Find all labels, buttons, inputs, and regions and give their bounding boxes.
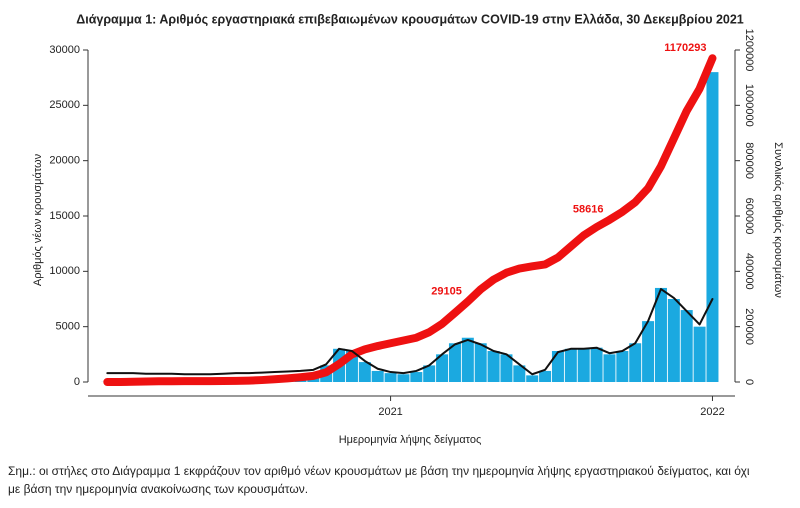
bar xyxy=(706,72,719,382)
bar xyxy=(642,321,655,382)
bar xyxy=(629,343,642,382)
bar xyxy=(436,354,449,382)
bar xyxy=(500,354,513,382)
annotation: 58616 xyxy=(573,204,604,216)
y2-tick-label: 800000 xyxy=(743,142,755,179)
bar xyxy=(448,343,461,382)
bar xyxy=(474,343,487,382)
y2-tick-label: 0 xyxy=(743,379,755,385)
note-line: Σημ.: οι στήλες στο Διάγραμμα 1 εκφράζου… xyxy=(8,464,750,478)
x-tick-label: 2021 xyxy=(378,406,402,418)
y-tick-label: 15000 xyxy=(49,210,80,222)
y-tick-label: 25000 xyxy=(49,99,80,111)
bar xyxy=(384,373,397,382)
bar xyxy=(551,351,564,382)
bar xyxy=(577,348,590,382)
bar xyxy=(397,374,410,382)
note: Σημ.: οι στήλες στο Διάγραμμα 1 εκφράζου… xyxy=(8,462,750,498)
bar xyxy=(603,354,616,382)
y-tick-label: 5000 xyxy=(56,321,80,333)
chart-title: Διάγραμμα 1: Αριθμός εργαστηριακά επιβεβ… xyxy=(76,12,744,26)
y2-axis-title: Συνολικός αριθμός κρουσμάτων xyxy=(772,142,784,298)
y-tick-label: 10000 xyxy=(49,265,80,277)
y2-tick-label: 1000000 xyxy=(743,84,755,127)
bar xyxy=(539,370,552,382)
annotation: 1170293 xyxy=(664,42,706,54)
bar xyxy=(358,362,371,382)
bar xyxy=(667,299,680,382)
y-tick-label: 30000 xyxy=(49,44,80,56)
annotation: 29105 xyxy=(431,285,462,297)
y2-tick-label: 200000 xyxy=(743,308,755,345)
daily-line xyxy=(106,288,714,376)
x-axis-title: Ημερομηνία λήψης δείγματος xyxy=(339,434,482,446)
bar xyxy=(513,365,526,382)
bar xyxy=(487,351,500,382)
bar xyxy=(410,372,423,382)
bar xyxy=(526,375,539,382)
bar xyxy=(564,348,577,382)
chart: Διάγραμμα 1: Αριθμός εργαστηριακά επιβεβ… xyxy=(32,12,784,446)
bar xyxy=(461,337,474,382)
cumulative-line xyxy=(103,54,717,386)
bar xyxy=(590,347,603,382)
y-axis-title: Αριθμός νέων κρουσμάτων xyxy=(32,153,44,286)
y2-tick-label: 1200000 xyxy=(743,29,755,72)
y2-tick-label: 400000 xyxy=(743,253,755,290)
bar xyxy=(680,310,693,382)
y-tick-label: 20000 xyxy=(49,155,80,167)
x-tick-label: 2022 xyxy=(700,406,724,418)
note-line: με βάση την ημερομηνία ανακοίνωσης των κ… xyxy=(8,482,309,496)
bar xyxy=(371,370,384,382)
bar xyxy=(423,365,436,382)
y2-tick-label: 600000 xyxy=(743,198,755,235)
bar xyxy=(654,287,667,382)
bar xyxy=(693,326,706,382)
y-tick-label: 0 xyxy=(74,376,80,388)
bar xyxy=(616,351,629,382)
